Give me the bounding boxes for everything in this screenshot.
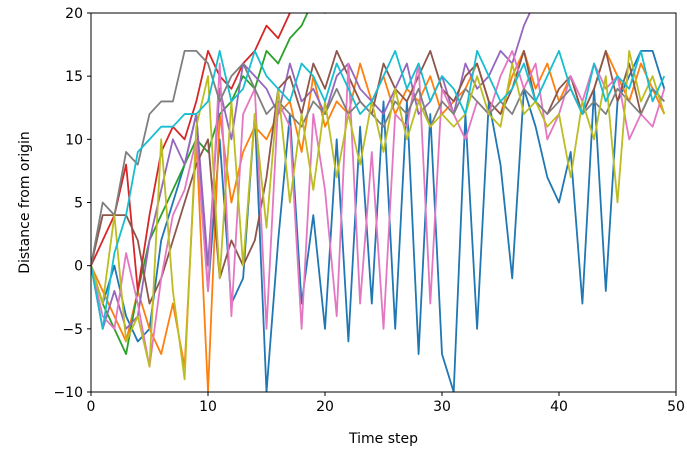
y-tick-label: −10 — [53, 385, 83, 401]
x-axis-label: Time step — [348, 431, 418, 447]
y-tick-label: 0 — [74, 259, 83, 275]
series-line-8 — [91, 50, 665, 266]
series-line-9 — [91, 50, 666, 381]
x-tick-label: 50 — [667, 399, 685, 415]
x-tick-label: 10 — [199, 399, 217, 415]
series-layer — [91, 13, 666, 392]
y-tick-label: 10 — [65, 132, 83, 148]
series-line-3 — [91, 13, 326, 356]
y-tick-label: 15 — [65, 69, 83, 85]
x-tick-label: 0 — [87, 399, 96, 415]
y-tick-label: −5 — [62, 322, 83, 338]
series-line-4 — [91, 13, 292, 292]
y-axis: −10 −5 0 5 10 15 20 — [53, 6, 91, 401]
x-tick-label: 30 — [433, 399, 451, 415]
x-axis: 0 10 20 30 40 50 — [87, 392, 685, 415]
series-line-5 — [91, 13, 531, 330]
series-line-10 — [91, 50, 666, 330]
y-axis-label: Distance from origin — [17, 131, 33, 274]
y-tick-label: 20 — [65, 6, 83, 22]
y-tick-label: 5 — [74, 196, 83, 212]
x-tick-label: 40 — [550, 399, 568, 415]
x-tick-label: 20 — [316, 399, 334, 415]
